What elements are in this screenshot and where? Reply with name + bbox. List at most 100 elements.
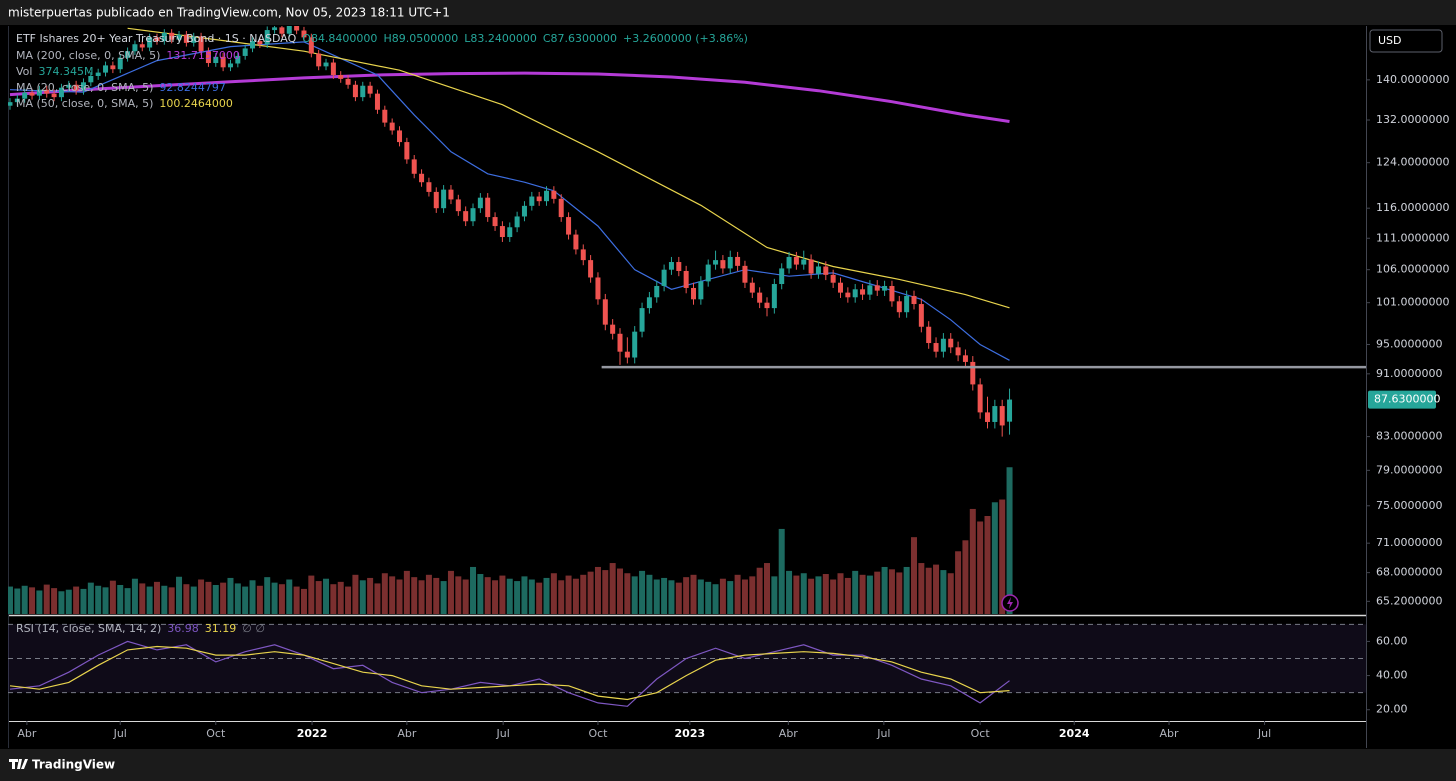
candle-body <box>264 30 270 45</box>
volume-bar <box>139 583 146 614</box>
volume-bar <box>190 586 197 614</box>
volume-bar <box>14 588 21 614</box>
volume-bar <box>1006 467 1013 614</box>
candle-body <box>220 56 226 68</box>
candle-body <box>213 56 219 64</box>
candle-body <box>455 199 461 212</box>
volume-bar <box>639 570 646 614</box>
volume-bar <box>661 577 668 614</box>
y-tick-label: 116.0000000 <box>1376 201 1449 214</box>
candle-body <box>419 173 425 183</box>
volume-bar <box>146 586 153 614</box>
volume-bar <box>234 583 241 614</box>
candle-body <box>610 324 616 334</box>
legend-part: 36.98 <box>167 622 199 635</box>
volume-bar <box>249 580 256 614</box>
volume-bar <box>433 577 440 614</box>
candle-body <box>676 262 682 271</box>
volume-bar <box>117 584 124 614</box>
candle-body <box>14 98 20 103</box>
volume-bar <box>330 584 337 614</box>
legend-line: Vol 374.345M <box>16 65 93 78</box>
volume-bar <box>161 585 168 614</box>
candle-body <box>521 205 527 217</box>
legend-part: MA (50, close, 0, SMA, 5) <box>16 97 153 110</box>
candle-body <box>44 89 50 94</box>
rsi-tick-label: 60.00 <box>1376 634 1408 647</box>
x-tick-label: Jul <box>113 727 127 740</box>
y-tick-label: 83.0000000 <box>1376 430 1442 443</box>
candle-body <box>36 89 42 96</box>
candle-body <box>889 285 895 302</box>
volume-bar <box>727 581 734 614</box>
volume-bar <box>947 573 954 614</box>
volume-bar <box>697 579 704 614</box>
volume-bar <box>8 586 13 614</box>
rsi-sma-line <box>9 645 1010 701</box>
y-tick-label: 65.2000000 <box>1376 594 1442 607</box>
tv-logo <box>9 759 28 769</box>
x-tick-label: Oct <box>206 727 226 740</box>
candle-body <box>485 197 491 218</box>
volume-bar <box>815 576 822 614</box>
x-tick-label: Abr <box>17 727 37 740</box>
volume-bar <box>308 575 315 614</box>
header-bar <box>0 0 1456 25</box>
ma-line <box>9 71 1010 123</box>
volume-bar <box>999 499 1006 614</box>
rsi-legend: RSI (14, close, SMA, 14, 2) 36.98 31.19 ∅ ∅ <box>16 622 265 635</box>
candle-body <box>426 182 432 192</box>
candle-body <box>301 30 307 38</box>
candle-body <box>397 130 403 143</box>
volume-bar <box>572 578 579 614</box>
candle-body <box>66 84 72 88</box>
candle-body <box>463 211 469 222</box>
volume-bar <box>580 574 587 614</box>
y-tick-label: 75.0000000 <box>1376 499 1442 512</box>
volume-bar <box>705 581 712 614</box>
volume-bar <box>381 573 388 614</box>
volume-bar <box>624 573 631 614</box>
main-pane <box>8 26 1366 614</box>
candle-body <box>8 102 13 106</box>
candle-body <box>573 234 579 250</box>
volume-bar <box>881 566 888 614</box>
candle-body <box>595 277 601 300</box>
candle-body <box>125 51 131 58</box>
candle-body <box>514 216 520 228</box>
candle-body <box>845 292 851 298</box>
legend-part: C87.6300000 <box>543 32 617 45</box>
candle-body <box>316 53 322 67</box>
candle-body <box>977 384 983 413</box>
header-caption: misterpuertas publicado en TradingView.c… <box>8 6 450 20</box>
candle-body <box>294 26 300 31</box>
candle-body <box>367 85 373 94</box>
volume-bar <box>418 580 425 614</box>
candle-body <box>793 256 799 265</box>
volume-bar <box>477 574 484 614</box>
volume-bar <box>786 570 793 614</box>
candle-body <box>51 93 57 98</box>
candle-body <box>566 217 572 235</box>
volume-bar <box>183 584 190 614</box>
candle-body <box>815 266 821 274</box>
candle-body <box>257 41 263 45</box>
volume-bar <box>594 566 601 614</box>
candle-body <box>544 190 550 202</box>
volume-bar <box>888 569 895 614</box>
x-tick-label: Jul <box>496 727 510 740</box>
alert-icon[interactable] <box>1001 594 1019 612</box>
volume-bar <box>653 579 660 614</box>
candle-body <box>323 62 329 67</box>
y-tick-label: 71.0000000 <box>1376 536 1442 549</box>
volume-bar <box>198 579 205 614</box>
volume-bar <box>102 587 109 614</box>
volume-bar <box>80 588 87 614</box>
volume-bar <box>969 508 976 614</box>
volume-bar <box>859 574 866 614</box>
volume-bar <box>278 584 285 614</box>
candle-body <box>911 295 917 305</box>
currency-box[interactable] <box>1369 29 1443 53</box>
rsi-tick-label: 40.00 <box>1376 669 1408 682</box>
